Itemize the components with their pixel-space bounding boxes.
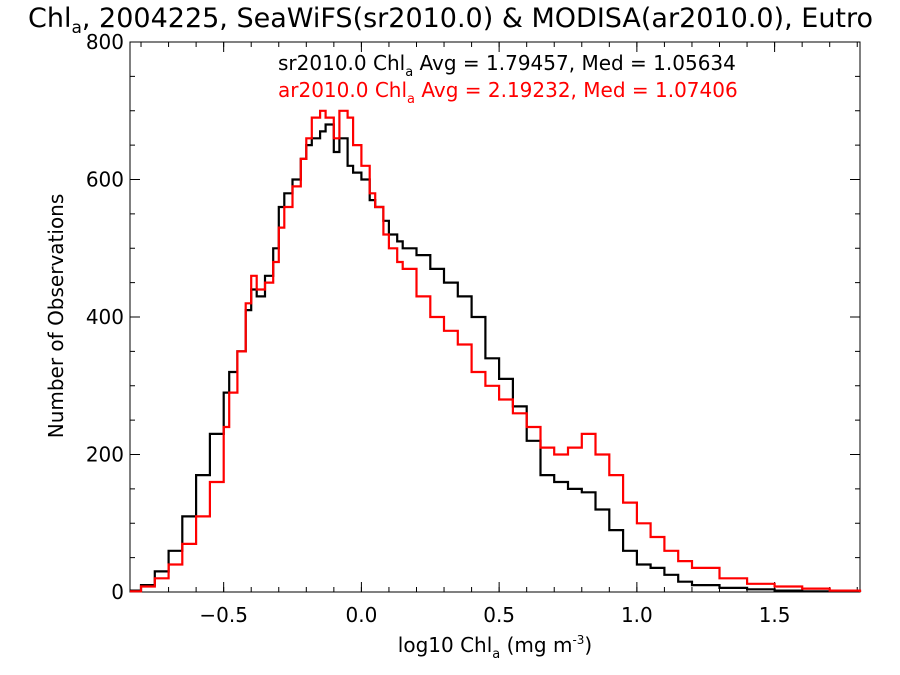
series-line-sr2010.0	[130, 123, 862, 593]
y-tick-label-1: 200	[86, 443, 124, 467]
y-tick-label-3: 600	[86, 168, 124, 192]
series-layer	[130, 109, 862, 593]
legend-series-1: sr2010.0 Chla Avg = 1.79457, Med = 1.056…	[278, 51, 736, 80]
y-axis-ticks: 0 200 400 600 800	[86, 30, 860, 604]
x-tick-label-4: 1.5	[759, 603, 791, 627]
series-line-ar2010.0	[130, 109, 862, 593]
y-tick-label-0: 0	[111, 580, 124, 604]
x-tick-label-0: −0.5	[199, 603, 248, 627]
x-tick-label-3: 1.0	[621, 603, 653, 627]
plot-frame	[129, 41, 861, 593]
y-axis-label: Number of Observations	[44, 194, 68, 439]
x-axis-label: log10 Chla (mg m-3)	[398, 633, 592, 662]
y-tick-label-4: 800	[86, 30, 124, 54]
x-tick-label-2: 0.5	[483, 603, 515, 627]
x-axis-ticks: −0.5 0.0 0.5 1.0 1.5	[140, 42, 858, 627]
legend-series-2: ar2010.0 Chla Avg = 2.19232, Med = 1.074…	[278, 78, 738, 107]
x-tick-label-1: 0.0	[345, 603, 377, 627]
chart-title: Chla, 2004225, SeaWiFS(sr2010.0) & MODIS…	[28, 3, 873, 38]
y-tick-label-2: 400	[86, 305, 124, 329]
